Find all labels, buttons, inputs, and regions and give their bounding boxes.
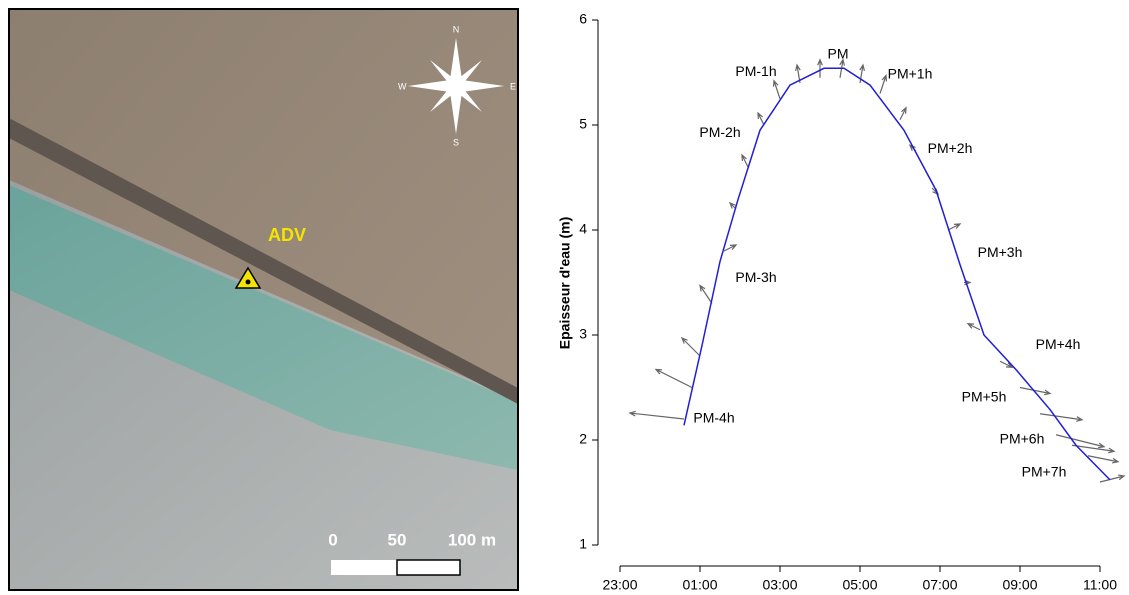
current-vector xyxy=(1071,444,1116,454)
scale-bar-white xyxy=(331,560,397,575)
current-vector xyxy=(741,153,749,168)
annotation: PM-1h xyxy=(735,63,776,79)
x-tick-label: 07:00 xyxy=(922,577,957,593)
x-tick-label: 05:00 xyxy=(842,577,877,593)
current-vector xyxy=(757,111,765,126)
current-vector xyxy=(1087,455,1120,464)
compass-e: E xyxy=(510,81,516,91)
annotation: PM+4h xyxy=(1036,336,1081,352)
current-vector xyxy=(899,106,907,121)
current-vector xyxy=(1099,474,1126,483)
map: ADV N S E W 0 50 100 m xyxy=(8,8,519,591)
current-vector xyxy=(680,336,701,357)
current-vector xyxy=(859,63,865,84)
scale-50: 50 xyxy=(388,530,407,549)
x-tick-label: 03:00 xyxy=(762,577,797,593)
x-tick-label: 01:00 xyxy=(682,577,717,593)
channel xyxy=(9,185,518,470)
current-vector xyxy=(628,410,685,420)
current-vector xyxy=(699,284,713,304)
x-tick-label: 09:00 xyxy=(1002,577,1037,593)
x-tick-label: 23:00 xyxy=(602,577,637,593)
compass xyxy=(408,38,504,134)
x-tick-label: 11:00 xyxy=(1083,577,1117,593)
chart: Epaisseur d'eau (m) 1 2 3 4 5 6 23:00 01:00 03:0… xyxy=(557,11,1126,593)
site-label: ADV xyxy=(268,225,306,245)
line xyxy=(683,67,1111,481)
y-tick-label: 4 xyxy=(579,221,587,237)
compass-s: S xyxy=(453,137,459,147)
y-tick-label: 5 xyxy=(579,116,587,132)
compass-w: W xyxy=(398,81,407,91)
scale-bar-black xyxy=(396,559,461,576)
annotation: PM+7h xyxy=(1022,463,1067,479)
current-vector xyxy=(947,223,962,231)
annotation: PM+5h xyxy=(962,389,1007,405)
adv-marker xyxy=(234,266,262,289)
compass-n: N xyxy=(453,24,460,34)
y-tick-label: 1 xyxy=(579,536,587,552)
annotation: PM-3h xyxy=(735,269,776,285)
annotation: PM-4h xyxy=(693,410,734,426)
annotation: PM+6h xyxy=(1000,431,1045,447)
adv-dot xyxy=(245,279,251,285)
annotation: PM+2h xyxy=(928,140,973,156)
current-vector xyxy=(723,244,738,252)
annotation: PM xyxy=(828,45,849,61)
annotation: PM+3h xyxy=(978,244,1023,260)
current-vector xyxy=(772,79,781,99)
y-axis-label: Epaisseur d'eau (m) xyxy=(557,217,573,349)
current-vector xyxy=(1019,386,1052,396)
map-frame xyxy=(8,8,519,591)
current-vector xyxy=(654,368,693,389)
road xyxy=(9,118,518,404)
annotation: PM+1h xyxy=(888,65,933,81)
current-vector xyxy=(1055,434,1106,449)
current-vector xyxy=(966,323,981,331)
y-tick-label: 6 xyxy=(579,11,587,27)
current-vector xyxy=(1039,413,1084,422)
current-vector xyxy=(879,74,888,94)
scale-0: 0 xyxy=(328,530,337,549)
annotation: PM-2h xyxy=(699,124,740,140)
current-vector xyxy=(999,360,1014,368)
y-tick-label: 3 xyxy=(579,326,587,342)
scale-100: 100 m xyxy=(448,530,496,549)
y-tick-label: 2 xyxy=(579,431,587,447)
current-vector xyxy=(817,58,823,78)
